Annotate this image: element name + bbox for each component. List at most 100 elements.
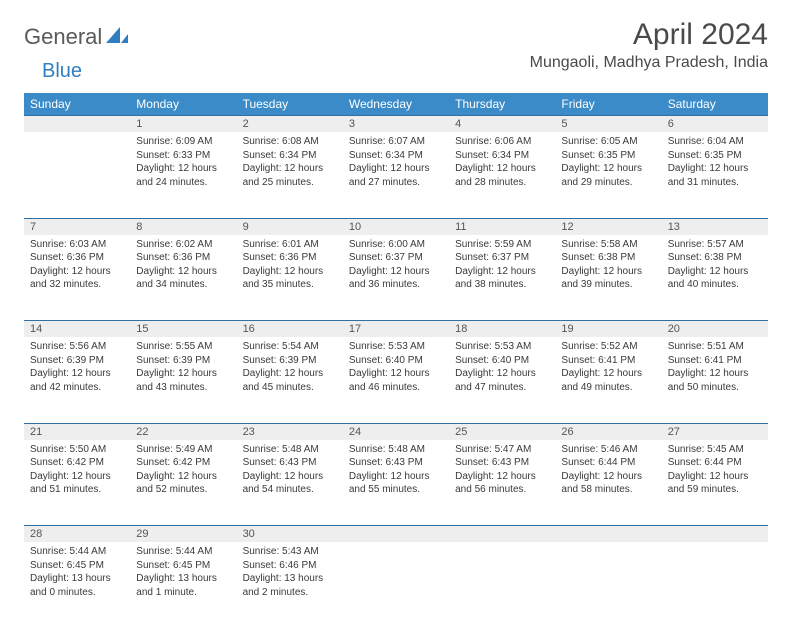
day-number: 13 <box>662 218 768 235</box>
day-line: Sunrise: 5:58 AM <box>561 238 655 252</box>
day-line: Sunset: 6:41 PM <box>668 354 762 368</box>
day-number: 11 <box>449 218 555 235</box>
day-line: Sunrise: 5:56 AM <box>30 340 124 354</box>
day-line: Daylight: 12 hours and 51 minutes. <box>30 470 124 497</box>
daynum-row: 282930 <box>24 526 768 543</box>
brand-logo: General <box>24 18 130 50</box>
day-number: 1 <box>130 116 236 133</box>
day-cell: Sunrise: 5:57 AMSunset: 6:38 PMDaylight:… <box>662 235 768 321</box>
day-line: Sunrise: 5:48 AM <box>349 443 443 457</box>
day-line: Sunrise: 5:47 AM <box>455 443 549 457</box>
day-line: Sunset: 6:45 PM <box>30 559 124 573</box>
day-line: Sunrise: 6:06 AM <box>455 135 549 149</box>
day-line: Sunrise: 5:44 AM <box>30 545 124 559</box>
day-number: 26 <box>555 423 661 440</box>
day-line: Sunset: 6:34 PM <box>455 149 549 163</box>
day-line: Sunrise: 6:05 AM <box>561 135 655 149</box>
day-line: Sunrise: 5:49 AM <box>136 443 230 457</box>
day-line: Sunset: 6:36 PM <box>30 251 124 265</box>
day-line: Daylight: 12 hours and 34 minutes. <box>136 265 230 292</box>
day-line: Daylight: 12 hours and 40 minutes. <box>668 265 762 292</box>
day-number: 3 <box>343 116 449 133</box>
sail-icon <box>106 25 128 50</box>
day-number <box>343 526 449 543</box>
day-cell: Sunrise: 6:00 AMSunset: 6:37 PMDaylight:… <box>343 235 449 321</box>
day-cell: Sunrise: 6:07 AMSunset: 6:34 PMDaylight:… <box>343 132 449 218</box>
day-line: Daylight: 12 hours and 50 minutes. <box>668 367 762 394</box>
brand-part1: General <box>24 24 102 50</box>
day-line: Sunset: 6:41 PM <box>561 354 655 368</box>
weekday-header: Tuesday <box>237 93 343 116</box>
day-line: Sunset: 6:40 PM <box>349 354 443 368</box>
day-cell: Sunrise: 6:09 AMSunset: 6:33 PMDaylight:… <box>130 132 236 218</box>
day-line: Sunrise: 5:55 AM <box>136 340 230 354</box>
day-line: Sunrise: 5:51 AM <box>668 340 762 354</box>
day-line: Sunrise: 5:48 AM <box>243 443 337 457</box>
day-number: 12 <box>555 218 661 235</box>
day-line: Sunset: 6:45 PM <box>136 559 230 573</box>
day-line: Sunset: 6:39 PM <box>243 354 337 368</box>
content-row: Sunrise: 6:03 AMSunset: 6:36 PMDaylight:… <box>24 235 768 321</box>
day-cell: Sunrise: 5:50 AMSunset: 6:42 PMDaylight:… <box>24 440 130 526</box>
day-line: Daylight: 12 hours and 59 minutes. <box>668 470 762 497</box>
calendar-page: General April 2024 Mungaoli, Madhya Prad… <box>0 0 792 628</box>
day-line: Daylight: 12 hours and 55 minutes. <box>349 470 443 497</box>
day-number: 2 <box>237 116 343 133</box>
day-cell <box>24 132 130 218</box>
day-number: 17 <box>343 321 449 338</box>
day-number: 8 <box>130 218 236 235</box>
day-line: Daylight: 13 hours and 2 minutes. <box>243 572 337 599</box>
day-cell: Sunrise: 5:55 AMSunset: 6:39 PMDaylight:… <box>130 337 236 423</box>
day-line: Daylight: 12 hours and 24 minutes. <box>136 162 230 189</box>
day-cell: Sunrise: 6:06 AMSunset: 6:34 PMDaylight:… <box>449 132 555 218</box>
day-number: 24 <box>343 423 449 440</box>
day-number: 14 <box>24 321 130 338</box>
day-line: Sunset: 6:33 PM <box>136 149 230 163</box>
day-number: 25 <box>449 423 555 440</box>
day-cell: Sunrise: 5:47 AMSunset: 6:43 PMDaylight:… <box>449 440 555 526</box>
day-number: 23 <box>237 423 343 440</box>
day-cell <box>555 542 661 628</box>
day-line: Daylight: 12 hours and 58 minutes. <box>561 470 655 497</box>
day-line: Sunset: 6:40 PM <box>455 354 549 368</box>
day-line: Sunset: 6:42 PM <box>136 456 230 470</box>
day-number: 16 <box>237 321 343 338</box>
day-line: Daylight: 12 hours and 32 minutes. <box>30 265 124 292</box>
day-cell <box>449 542 555 628</box>
day-line: Daylight: 13 hours and 0 minutes. <box>30 572 124 599</box>
day-line: Daylight: 12 hours and 28 minutes. <box>455 162 549 189</box>
calendar-table: SundayMondayTuesdayWednesdayThursdayFrid… <box>24 93 768 628</box>
day-line: Sunrise: 5:43 AM <box>243 545 337 559</box>
day-cell: Sunrise: 5:54 AMSunset: 6:39 PMDaylight:… <box>237 337 343 423</box>
day-number: 29 <box>130 526 236 543</box>
day-number <box>555 526 661 543</box>
day-line: Sunrise: 6:07 AM <box>349 135 443 149</box>
day-cell: Sunrise: 5:53 AMSunset: 6:40 PMDaylight:… <box>343 337 449 423</box>
day-line: Sunset: 6:44 PM <box>561 456 655 470</box>
day-line: Sunset: 6:46 PM <box>243 559 337 573</box>
day-line: Daylight: 12 hours and 52 minutes. <box>136 470 230 497</box>
day-number: 19 <box>555 321 661 338</box>
day-line: Sunset: 6:43 PM <box>243 456 337 470</box>
day-line: Sunset: 6:37 PM <box>455 251 549 265</box>
weekday-header: Sunday <box>24 93 130 116</box>
day-line: Sunset: 6:39 PM <box>30 354 124 368</box>
day-cell: Sunrise: 5:43 AMSunset: 6:46 PMDaylight:… <box>237 542 343 628</box>
day-cell: Sunrise: 5:44 AMSunset: 6:45 PMDaylight:… <box>24 542 130 628</box>
content-row: Sunrise: 5:50 AMSunset: 6:42 PMDaylight:… <box>24 440 768 526</box>
day-line: Daylight: 12 hours and 46 minutes. <box>349 367 443 394</box>
day-cell: Sunrise: 5:48 AMSunset: 6:43 PMDaylight:… <box>237 440 343 526</box>
day-line: Daylight: 12 hours and 29 minutes. <box>561 162 655 189</box>
day-cell: Sunrise: 5:53 AMSunset: 6:40 PMDaylight:… <box>449 337 555 423</box>
weekday-header: Friday <box>555 93 661 116</box>
day-line: Sunrise: 6:09 AM <box>136 135 230 149</box>
day-line: Daylight: 12 hours and 47 minutes. <box>455 367 549 394</box>
day-cell: Sunrise: 5:59 AMSunset: 6:37 PMDaylight:… <box>449 235 555 321</box>
day-line: Sunset: 6:35 PM <box>561 149 655 163</box>
title-block: April 2024 Mungaoli, Madhya Pradesh, Ind… <box>530 18 768 72</box>
day-number: 18 <box>449 321 555 338</box>
day-line: Sunset: 6:44 PM <box>668 456 762 470</box>
weekday-row: SundayMondayTuesdayWednesdayThursdayFrid… <box>24 93 768 116</box>
day-line: Sunset: 6:35 PM <box>668 149 762 163</box>
day-line: Sunset: 6:43 PM <box>349 456 443 470</box>
